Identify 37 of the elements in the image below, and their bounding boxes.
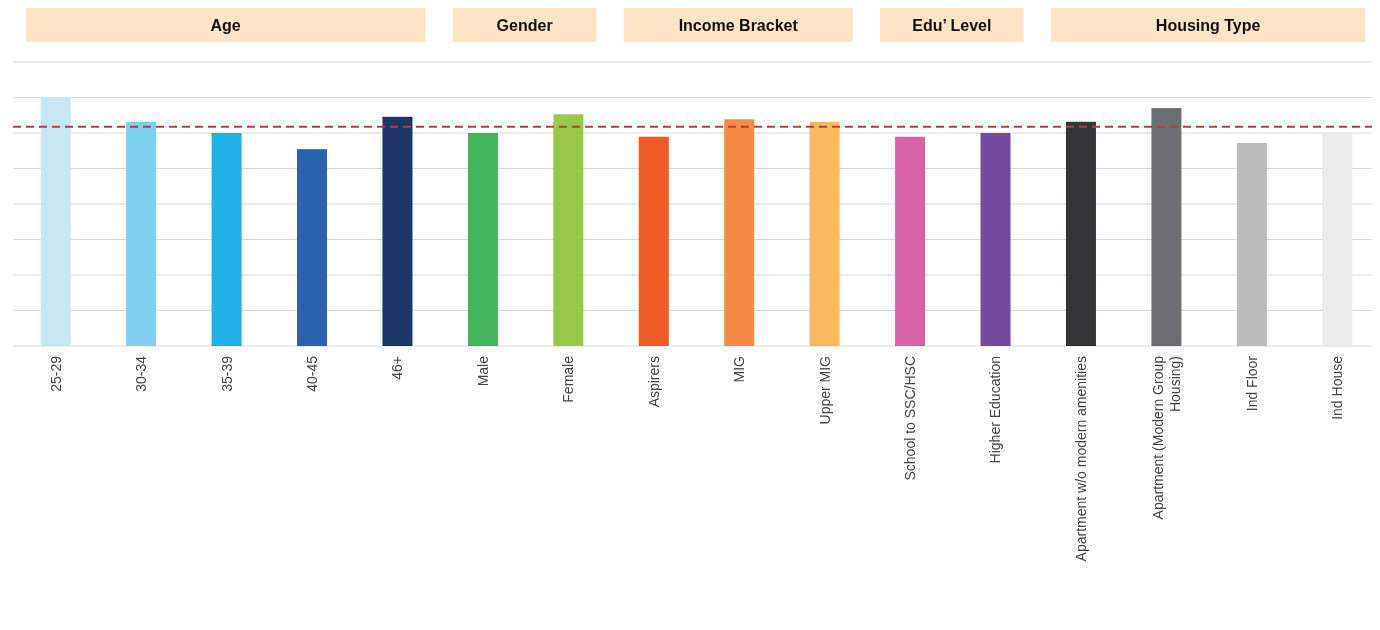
text: Age — [210, 17, 241, 34]
x-tick-label: 30-34 — [133, 355, 150, 392]
x-tick-label: Ind House — [1329, 355, 1346, 420]
x-tick-label: Female — [560, 355, 577, 403]
bar — [809, 121, 840, 346]
bar — [297, 149, 328, 346]
x-tick-label: Apartment w/o modern amenities — [1072, 356, 1089, 562]
x-tick-label: 46+ — [389, 356, 406, 380]
bar — [126, 121, 157, 346]
bar — [1322, 133, 1353, 346]
text: Income Bracket — [678, 17, 799, 34]
bar — [1236, 142, 1267, 346]
text: Edu’ Level — [912, 17, 992, 34]
x-tick-label: 25-29 — [47, 355, 64, 392]
text: Gender — [496, 17, 553, 34]
x-tick-label: Aspirers — [645, 356, 662, 408]
x-tick-label: Upper MIG — [816, 356, 833, 425]
bar — [895, 136, 926, 346]
bar — [382, 116, 413, 346]
x-tick-label: Apartment (Modern Group Housing) — [1149, 355, 1183, 520]
x-tick-label: 40-45 — [303, 355, 320, 392]
x-tick-label: Higher Education — [987, 356, 1004, 464]
bar — [40, 96, 71, 346]
bar — [980, 133, 1011, 346]
bar — [1151, 108, 1182, 346]
x-tick-label: School to SSC/HSC — [901, 356, 918, 481]
bar — [211, 133, 242, 346]
x-tick-label: Male — [474, 355, 491, 387]
bar — [553, 114, 584, 346]
x-tick-label: MIG — [731, 356, 748, 383]
bar — [467, 133, 498, 346]
text: Housing Type — [1155, 17, 1261, 34]
x-tick-label: Ind Floor — [1243, 355, 1260, 412]
x-tick-label: 35-39 — [218, 355, 235, 392]
bar — [638, 136, 669, 346]
bar — [1065, 121, 1096, 346]
bar — [724, 119, 755, 346]
